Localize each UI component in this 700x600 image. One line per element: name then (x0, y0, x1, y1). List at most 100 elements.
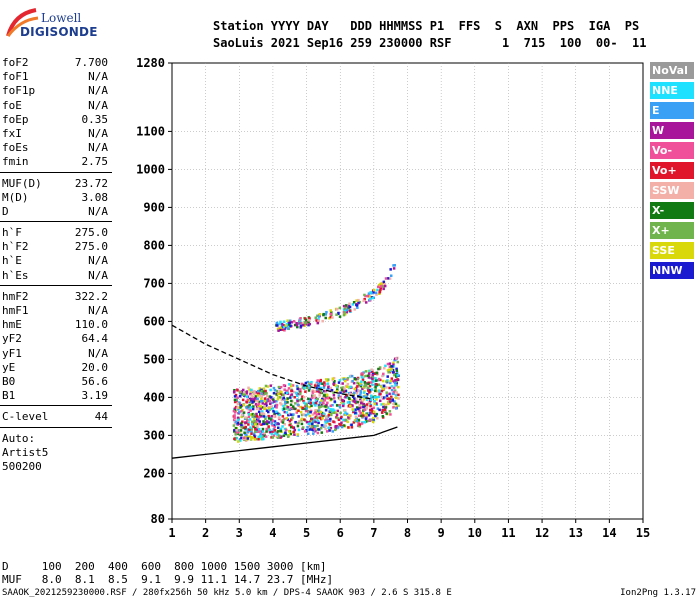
echo-point (382, 372, 385, 376)
echo-point (344, 307, 347, 310)
echo-point (326, 420, 329, 423)
echo-point (373, 399, 376, 403)
echo-point (239, 403, 243, 407)
param-value: N/A (88, 268, 108, 282)
x-tick-label: 15 (636, 526, 650, 540)
echo-point (388, 386, 391, 390)
param-value: 64.4 (81, 332, 109, 346)
echo-point (300, 397, 304, 401)
param-row: h`F2 275.0 (0, 240, 112, 254)
echo-point (240, 390, 244, 393)
echo-point (302, 323, 305, 327)
echo-point (370, 394, 373, 398)
legend-item: E (650, 102, 694, 119)
echo-point (290, 389, 293, 393)
param-value: 3.08 (81, 190, 109, 204)
echo-point (269, 416, 272, 419)
echo-point (342, 390, 346, 393)
param-value: 275.0 (74, 240, 108, 254)
echo-point (282, 404, 285, 408)
echo-point (324, 419, 327, 422)
echo-point (270, 421, 273, 424)
x-tick-label: 5 (303, 526, 310, 540)
echo-point (383, 284, 387, 288)
echo-point (389, 274, 393, 277)
echo-point (324, 427, 327, 431)
echo-point (356, 407, 360, 411)
param-name: M(D) (2, 190, 29, 204)
echo-point (352, 410, 355, 414)
echo-point (310, 380, 313, 384)
echo-point (273, 412, 276, 416)
echo-point (308, 381, 311, 385)
echo-point (289, 425, 293, 429)
echo-point (388, 397, 392, 401)
echo-point (337, 391, 341, 395)
echo-point (356, 385, 359, 388)
echo-point (357, 389, 360, 392)
echo-point (382, 384, 386, 388)
echo-point (362, 402, 366, 406)
echo-point (294, 420, 297, 424)
echo-point (281, 425, 284, 428)
param-name: hmF1 (2, 304, 29, 317)
echo-point (377, 283, 381, 287)
echo-point (283, 410, 287, 414)
echo-point (289, 413, 293, 416)
echo-point (371, 420, 375, 424)
echo-point (337, 394, 341, 397)
echo-point (249, 390, 252, 393)
legend-item: NNE (650, 82, 694, 99)
echo-point (382, 285, 385, 288)
echo-point (378, 292, 381, 295)
echo-point (263, 431, 266, 435)
echo-point (315, 413, 319, 416)
echo-point (331, 403, 334, 407)
echo-point (312, 401, 315, 405)
echo-point (249, 426, 252, 429)
echo-point (280, 403, 283, 406)
echo-point (242, 436, 246, 440)
echo-point (317, 319, 320, 323)
echo-point (340, 421, 343, 425)
echo-point (305, 407, 308, 410)
echo-point (344, 379, 347, 383)
param-name: foF2 (2, 56, 29, 69)
echo-point (248, 403, 251, 407)
echo-point (261, 430, 265, 433)
echo-point (311, 389, 314, 392)
echo-point (296, 403, 300, 406)
echo-point (286, 418, 290, 421)
echo-point (379, 285, 383, 288)
echo-point (320, 399, 323, 402)
echo-point (264, 415, 267, 419)
echo-point (308, 421, 311, 424)
echo-point (314, 410, 317, 413)
echo-point (392, 267, 396, 270)
echo-point (339, 411, 342, 415)
echo-point (358, 400, 362, 403)
param-row: Artist5 (0, 446, 112, 460)
param-name: yE (2, 360, 16, 374)
echo-point (344, 304, 348, 307)
echo-point (318, 401, 322, 404)
param-name: fxI (2, 126, 22, 140)
echo-point (376, 407, 380, 410)
echo-point (381, 374, 384, 378)
echo-point (356, 377, 359, 381)
echo-point (356, 306, 359, 309)
echo-point (296, 424, 300, 428)
echo-point (351, 395, 355, 398)
echo-point (380, 403, 383, 406)
echo-point (245, 401, 248, 404)
echo-point (283, 329, 286, 332)
echo-point (392, 363, 395, 366)
echo-point (303, 401, 306, 405)
echo-point (386, 277, 390, 280)
echo-point (288, 408, 292, 412)
echo-point (283, 388, 286, 391)
echo-point (354, 415, 358, 419)
echo-point (233, 416, 236, 419)
param-name: hmE (2, 318, 22, 332)
echo-point (321, 319, 324, 323)
